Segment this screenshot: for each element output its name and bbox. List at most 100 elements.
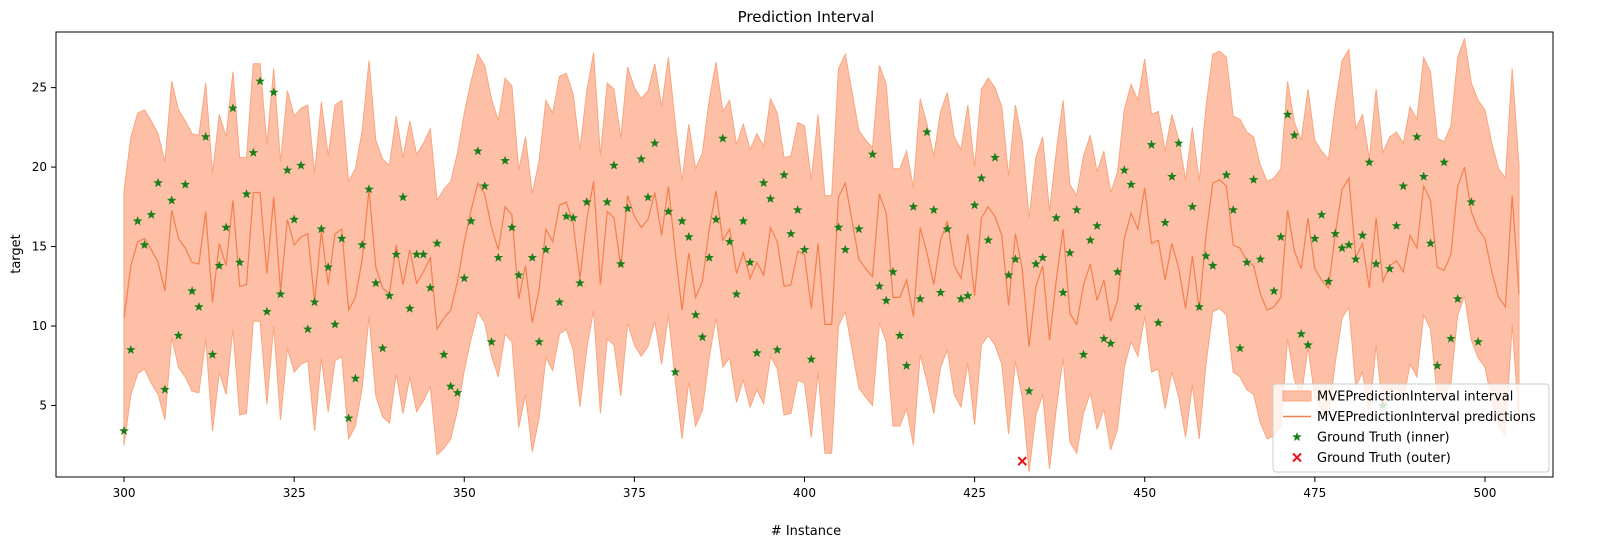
ground-truth-inner-point: [1010, 254, 1021, 264]
ground-truth-inner-point: [309, 297, 320, 307]
ground-truth-inner-point: [384, 290, 395, 300]
ground-truth-inner-point: [1085, 235, 1095, 245]
ground-truth-inner-point: [1432, 360, 1443, 370]
ground-truth-inner-point: [473, 146, 483, 156]
y-tick-label: 5: [39, 398, 47, 412]
ground-truth-inner-point: [1024, 386, 1034, 396]
ground-truth-inner-point: [1092, 220, 1102, 230]
legend-inner-swatch: [1292, 432, 1302, 441]
ground-truth-inner-point: [758, 178, 769, 187]
ground-truth-inner-point: [132, 216, 143, 226]
y-tick-label: 20: [32, 160, 47, 174]
prediction-line-group: [123, 166, 1520, 347]
ground-truth-inner-point: [888, 267, 898, 276]
ground-truth-inner-point: [1357, 230, 1368, 240]
ground-truth-inner-point: [684, 232, 694, 242]
ground-truth-inner-point: [1337, 243, 1347, 253]
ground-truth-inner-point: [1391, 220, 1402, 230]
ground-truth-inner-point: [663, 206, 674, 216]
ground-truth-inner-point: [364, 184, 374, 194]
ground-truth-inner-point: [1201, 251, 1211, 261]
legend-label: Ground Truth (inner): [1317, 431, 1450, 446]
ground-truth-inner-point: [1167, 171, 1177, 181]
ground-truth-points-group: [119, 76, 1483, 466]
ground-truth-inner-point: [439, 349, 449, 359]
y-axis-label: target: [9, 234, 24, 274]
x-tick-label: 450: [1133, 486, 1156, 500]
ground-truth-inner-point: [1071, 205, 1082, 214]
ground-truth-inner-point: [207, 349, 218, 359]
x-axis-label: # Instance: [771, 524, 841, 539]
ground-truth-inner-point: [731, 289, 742, 299]
ground-truth-inner-point: [1276, 232, 1286, 242]
ground-truth-outer-point: [1017, 456, 1027, 466]
ground-truth-inner-point: [969, 200, 980, 210]
legend-label: Ground Truth (outer): [1317, 451, 1451, 466]
ground-truth-inner-point: [187, 286, 197, 296]
ground-truth-inner-point: [752, 348, 762, 358]
x-tick-label: 300: [113, 486, 136, 500]
ground-truth-inner-point: [432, 238, 442, 248]
y-tick-label: 25: [32, 81, 47, 95]
ground-truth-inner-point: [1398, 181, 1409, 191]
ground-truth-inner-point: [1473, 336, 1483, 346]
ground-truth-inner-point: [983, 235, 993, 245]
ground-truth-inner-point: [1099, 333, 1109, 343]
ground-truth-inner-point: [976, 173, 987, 183]
ground-truth-inner-point: [534, 336, 544, 346]
ground-truth-inner-point: [1350, 254, 1361, 264]
ground-truth-inner-point: [139, 240, 150, 249]
ground-truth-inner-point: [690, 309, 701, 319]
ground-truth-inner-point: [507, 222, 517, 232]
ground-truth-inner-point: [1289, 130, 1300, 140]
x-tick-label: 425: [963, 486, 986, 500]
ground-truth-inner-point: [282, 165, 293, 175]
x-tick-label: 475: [1303, 486, 1326, 500]
ground-truth-inner-point: [126, 344, 136, 354]
ground-truth-inner-point: [514, 270, 524, 280]
ground-truth-inner-point: [1323, 276, 1334, 286]
ground-truth-inner-point: [1146, 139, 1157, 149]
ground-truth-inner-point: [221, 222, 231, 232]
ground-truth-inner-point: [316, 224, 327, 234]
ground-truth-inner-point: [1384, 263, 1395, 273]
ground-truth-inner-point: [289, 214, 299, 224]
ground-truth-inner-point: [153, 178, 163, 187]
ground-truth-inner-point: [1119, 165, 1130, 175]
ground-truth-inner-point: [1248, 174, 1259, 184]
ground-truth-inner-point: [1344, 240, 1354, 249]
ground-truth-inner-point: [398, 192, 408, 202]
ground-truth-inner-point: [391, 249, 401, 259]
ground-truth-inner-point: [1425, 238, 1436, 248]
ground-truth-inner-point: [241, 189, 252, 199]
ground-truth-inner-point: [194, 301, 204, 311]
ground-truth-inner-point: [1330, 228, 1340, 238]
ground-truth-inner-point: [445, 381, 456, 391]
ground-truth-inner-point: [119, 425, 129, 435]
x-axis-ticks: 300 325 350 375 400 425 450 475 500: [113, 477, 1496, 500]
ground-truth-inner-point: [303, 324, 313, 334]
ground-truth-inner-point: [275, 289, 286, 299]
x-tick-label: 375: [623, 486, 646, 500]
y-tick-label: 10: [32, 319, 47, 333]
ground-truth-inner-point: [1174, 138, 1184, 148]
ground-truth-inner-point: [616, 259, 626, 269]
ground-truth-inner-point: [343, 413, 354, 423]
ground-truth-inner-point: [990, 152, 1000, 162]
ground-truth-inner-point: [405, 303, 415, 313]
ground-truth-inner-point: [901, 360, 912, 370]
ground-truth-inner-point: [942, 224, 953, 234]
ground-truth-inner-point: [493, 252, 504, 262]
ground-truth-inner-point: [269, 87, 279, 97]
ground-truth-inner-point: [1153, 317, 1164, 327]
ground-truth-inner-point: [377, 343, 388, 353]
ground-truth-inner-point: [1282, 109, 1293, 119]
ground-truth-inner-point: [874, 281, 885, 291]
ground-truth-inner-point: [806, 354, 817, 364]
ground-truth-inner-point: [411, 249, 422, 259]
ground-truth-inner-point: [711, 214, 721, 224]
ground-truth-inner-point: [704, 252, 714, 262]
legend-label: MVEPredictionInterval interval: [1317, 390, 1513, 405]
ground-truth-inner-point: [779, 170, 789, 180]
